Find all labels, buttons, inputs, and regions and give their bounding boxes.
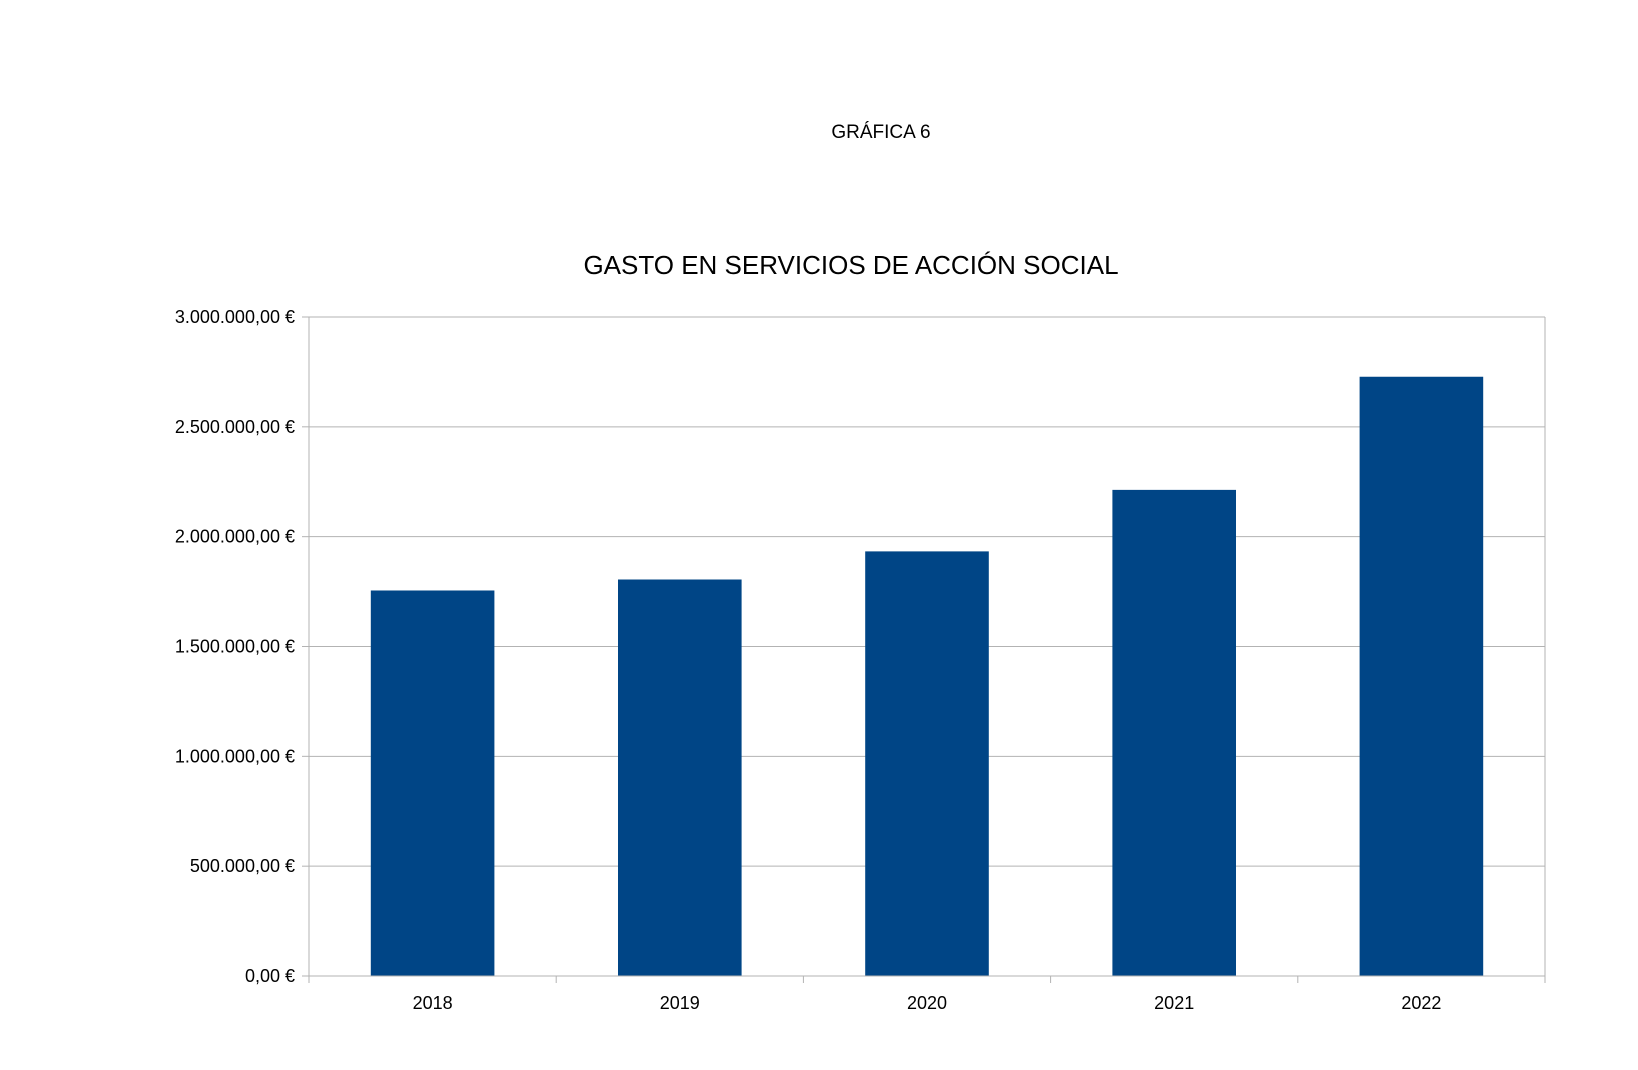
y-tick-label: 2.000.000,00 €	[175, 527, 295, 547]
y-tick-label: 1.000.000,00 €	[175, 746, 295, 766]
bar-2020	[865, 551, 989, 976]
x-tick-label: 2022	[1401, 993, 1441, 1013]
y-tick-labels: 0,00 € 500.000,00 € 1.000.000,00 € 1.500.00…	[175, 307, 295, 986]
y-tick-label: 1.500.000,00 €	[175, 637, 295, 657]
y-tick-label: 500.000,00 €	[190, 856, 295, 876]
x-tick-label: 2019	[660, 993, 700, 1013]
bar-2022	[1359, 376, 1484, 976]
x-tick-label: 2021	[1154, 993, 1194, 1013]
bar-2018	[370, 590, 495, 976]
y-tick-label: 0,00 €	[245, 966, 295, 986]
bar-2019	[618, 579, 742, 976]
page-label: GRÁFICA 6	[831, 122, 931, 143]
bar-2021	[1112, 489, 1236, 976]
x-tick-labels: 2018 2019 2020 2021 2022	[413, 993, 1442, 1013]
y-tick-label: 3.000.000,00 €	[175, 307, 295, 327]
chart-title: GASTO EN SERVICIOS DE ACCIÓN SOCIAL	[583, 250, 1118, 280]
axes	[302, 316, 1546, 983]
x-tick-label: 2018	[413, 993, 453, 1013]
x-tick-label: 2020	[907, 993, 947, 1013]
bars	[370, 376, 1484, 976]
y-tick-label: 2.500.000,00 €	[175, 417, 295, 437]
